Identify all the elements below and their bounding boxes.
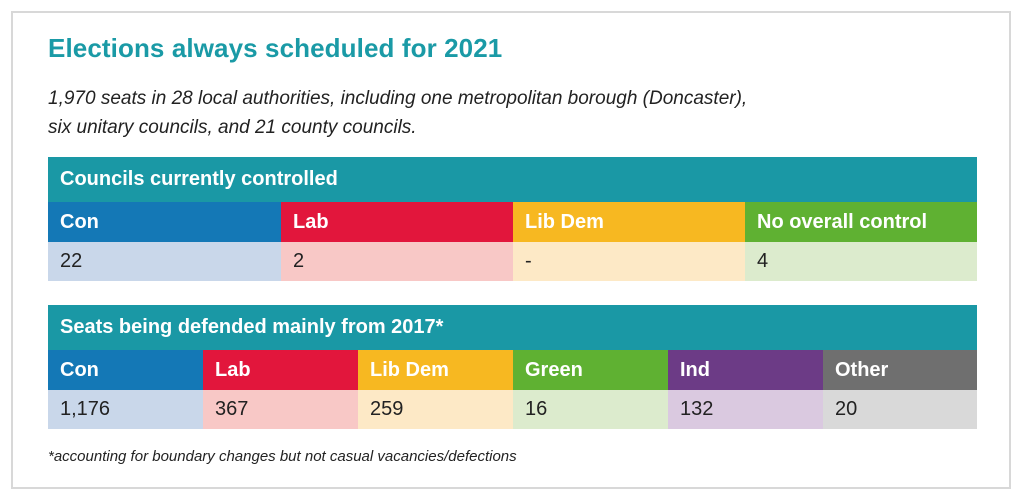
seats-col-libdem-label: Lib Dem [358,350,513,390]
seats-table-heading: Seats being defended mainly from 2017* [48,305,977,350]
councils-noc-value: 4 [745,242,977,281]
councils-lab-value: 2 [281,242,513,281]
councils-header-row: Con Lab Lib Dem No overall control [48,202,977,242]
councils-table: Councils currently controlled Con Lab Li… [48,157,977,281]
seats-value-row: 1,176 367 259 16 132 20 [48,390,977,429]
councils-col-libdem-label: Lib Dem [513,202,745,242]
seats-col-lab-label: Lab [203,350,358,390]
councils-table-heading: Councils currently controlled [48,157,977,202]
seats-header-row: Con Lab Lib Dem Green Ind Other [48,350,977,390]
seats-col-ind-label: Ind [668,350,823,390]
seats-table: Seats being defended mainly from 2017* C… [48,305,977,429]
councils-value-row: 22 2 - 4 [48,242,977,281]
seats-green-value: 16 [513,390,668,429]
councils-con-value: 22 [48,242,281,281]
seats-ind-value: 132 [668,390,823,429]
councils-col-con-label: Con [48,202,281,242]
seats-con-value: 1,176 [48,390,203,429]
councils-libdem-value: - [513,242,745,281]
page-title: Elections always scheduled for 2021 [48,33,503,63]
subtitle: 1,970 seats in 28 local authorities, inc… [48,88,748,138]
seats-col-con-label: Con [48,350,203,390]
seats-other-value: 20 [823,390,977,429]
seats-lab-value: 367 [203,390,358,429]
seats-col-other-label: Other [823,350,977,390]
councils-col-noc-label: No overall control [745,202,977,242]
seats-col-green-label: Green [513,350,668,390]
councils-col-lab-label: Lab [281,202,513,242]
footnote: *accounting for boundary changes but not… [48,448,517,465]
seats-libdem-value: 259 [358,390,513,429]
